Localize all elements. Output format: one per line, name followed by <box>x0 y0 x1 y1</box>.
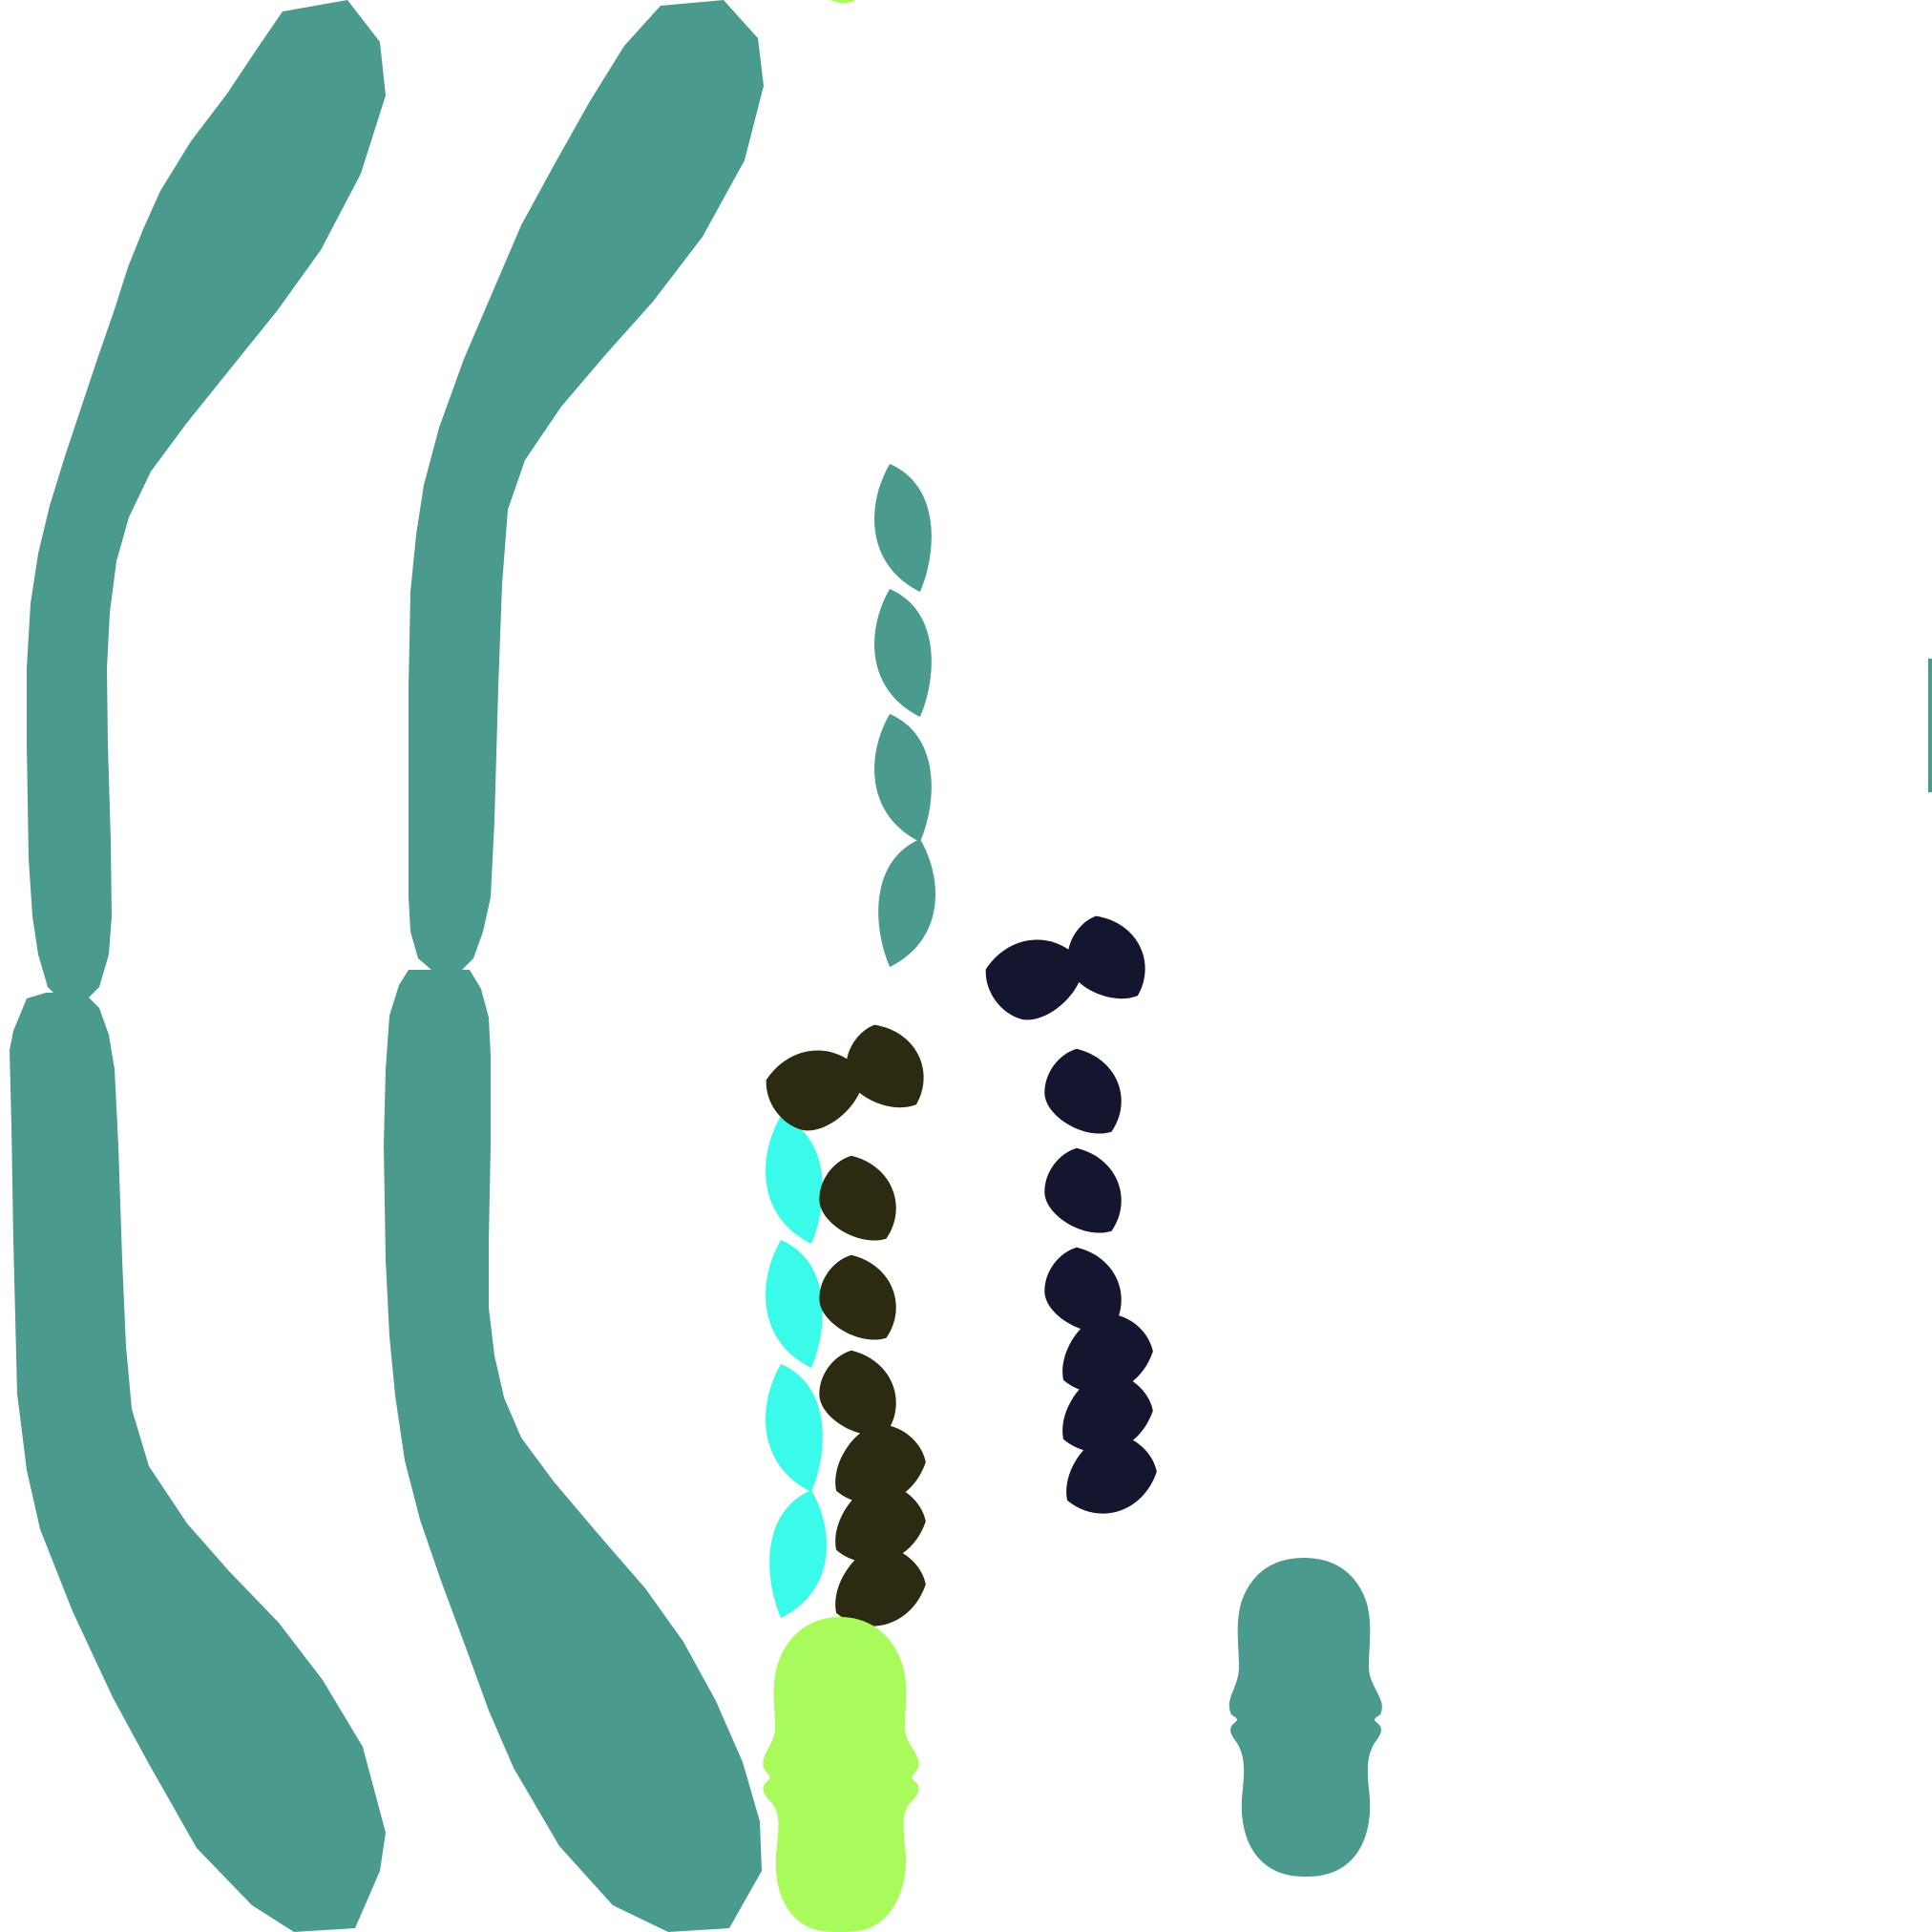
navy-cup <box>1062 1373 1153 1453</box>
olive-cup <box>846 1024 924 1108</box>
navy-cup-cluster <box>985 915 1157 1514</box>
teal-leaf <box>878 839 935 967</box>
cyan-leaf <box>766 1240 823 1368</box>
navy-cup <box>1067 915 1145 999</box>
middle-chromosome-lower-arm <box>384 970 762 1932</box>
olive-cup <box>835 1424 926 1504</box>
cyan-leaf-chain <box>766 1116 827 1618</box>
lime-blob <box>763 1617 919 1932</box>
left-chromosome-lower-arm <box>10 993 386 1932</box>
olive-cup <box>766 1050 865 1131</box>
olive-cup <box>835 1483 926 1564</box>
cyan-leaf <box>766 1116 823 1244</box>
navy-cup <box>1066 1434 1157 1514</box>
teal-leaf <box>874 714 932 842</box>
navy-cup <box>985 939 1084 1020</box>
olive-cup <box>819 1350 896 1436</box>
navy-cup <box>1062 1313 1153 1394</box>
middle-chromosome-upper-arm <box>409 0 764 970</box>
navy-cup <box>1044 1147 1122 1233</box>
teal-sliver-right-edge <box>1928 659 1932 792</box>
olive-cup <box>819 1155 896 1241</box>
left-chromosome <box>10 0 386 1932</box>
olive-cup-cluster <box>766 1024 926 1627</box>
olive-cup <box>835 1546 926 1627</box>
teal-leaf-chain <box>874 464 935 967</box>
navy-cup <box>1044 1048 1122 1134</box>
navy-cup <box>1044 1247 1122 1333</box>
olive-cup <box>819 1254 896 1340</box>
lime-sliver-top <box>830 0 855 3</box>
cyan-leaf <box>766 1364 823 1492</box>
cyan-leaf <box>769 1490 827 1618</box>
teal-leaf <box>874 464 932 592</box>
teal-blob <box>1228 1558 1382 1877</box>
left-chromosome-upper-arm <box>27 0 386 998</box>
middle-chromosome <box>384 0 764 1932</box>
teal-leaf <box>874 589 932 717</box>
